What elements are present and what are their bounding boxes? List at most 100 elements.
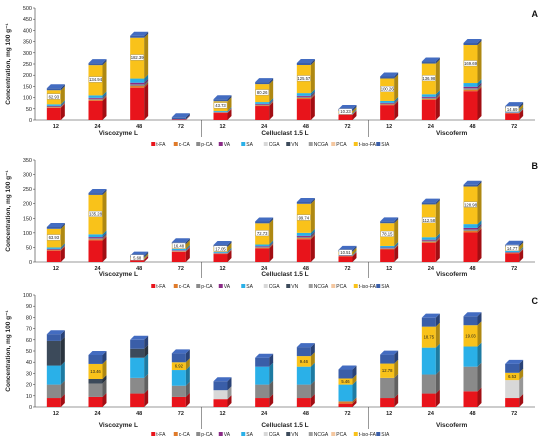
legend-swatch [196, 142, 201, 146]
bar-stack: 136.98 [421, 57, 440, 120]
bar-seg-p-ca-side [310, 92, 315, 98]
bar-seg-t-fa-side [185, 115, 190, 120]
hour-label: 12 [219, 411, 225, 417]
bar-seg-va-side [435, 235, 440, 241]
bar-stack: 19.03 [463, 312, 482, 407]
data-label: 5.46 [341, 379, 350, 384]
bar-seg-c-ca-side [60, 246, 65, 251]
bar-seg-t-fa [130, 87, 145, 120]
bar-seg-va [296, 235, 311, 237]
bar-seg-sia-side [435, 313, 440, 327]
bar-seg-p-ca-side [60, 102, 65, 108]
bar-cap-top [338, 104, 357, 109]
bar-seg-va [88, 237, 103, 239]
hour-label: 12 [53, 411, 59, 417]
bar-seg-sia [463, 316, 478, 326]
bar-cap-top [213, 377, 232, 382]
bar-seg-va-side [144, 255, 149, 260]
bar-seg-sa [296, 232, 311, 236]
bar-seg-sia [255, 221, 270, 224]
hour-label: 72 [178, 266, 184, 272]
bar-cap-top [46, 84, 65, 89]
bar-seg-va [88, 97, 103, 99]
bar-seg-c-ca [88, 239, 103, 241]
bar-seg-sa-side [269, 362, 274, 385]
bar-seg-sia [505, 363, 520, 373]
bar-seg-va [380, 102, 395, 104]
panel-a: 0 50 100 150 200 250 300 350 400 450 500 Concentrat… [5, 6, 539, 148]
data-label-box [213, 102, 228, 109]
bar-cap-top [296, 58, 315, 63]
bar-seg-sa [380, 245, 395, 248]
bar-seg-sa-side [102, 91, 107, 98]
bar-seg-t-fa [505, 398, 520, 407]
bar-seg-p-ca-side [435, 236, 440, 242]
y-tick-label: 90 [26, 304, 32, 310]
bar-seg-t-fa [255, 106, 270, 120]
bar-stack: 182.39 [130, 31, 149, 120]
bar-seg-t-fa-side [185, 247, 190, 262]
y-axis-title: Concentration, mg 100 g⁻¹ [5, 170, 12, 251]
bar-seg-t-iso-fa-side [144, 33, 149, 79]
bar-seg-t-fa-side [435, 238, 440, 262]
bar-seg-va [380, 247, 395, 249]
legend-swatch [218, 432, 223, 436]
bar-seg-t-fa-side [352, 252, 357, 262]
bar-seg-sa [380, 100, 395, 103]
bar-seg-sa [296, 366, 311, 385]
y-tick-label: 400 [23, 28, 32, 34]
bar-stack [46, 330, 65, 407]
bar-cap-top [463, 39, 482, 44]
data-label: 62.93 [49, 94, 60, 99]
hour-label: 72 [511, 266, 517, 272]
bar-seg-t-fa-side [144, 83, 149, 120]
data-label: 72.73 [257, 231, 268, 236]
data-label: 125.57 [297, 76, 310, 81]
bar-seg-t-fa [380, 105, 395, 120]
legend-entry: t-FA [156, 142, 166, 148]
bar-seg-t-iso-fa [380, 363, 395, 378]
bar-seg-t-fa-side [227, 109, 232, 120]
bar-seg-sa-side [435, 90, 440, 97]
bar-seg-sa [421, 94, 436, 97]
bar-seg-t-fa-side [477, 387, 482, 407]
bar-seg-t-iso-fa-side [60, 86, 65, 105]
bar-seg-sia [255, 82, 270, 85]
data-label-box [505, 245, 519, 251]
bar-stack: 9.46 [296, 343, 315, 407]
data-label-box [172, 242, 186, 249]
bar-seg-p-ca-side [60, 380, 65, 399]
y-tick-label: 50 [26, 349, 32, 355]
bar-seg-t-fa [130, 259, 145, 262]
bar-seg-p-ca-side [477, 84, 482, 90]
bar-seg-sa-side [310, 228, 315, 236]
bar-seg-t-iso-fa [88, 363, 103, 379]
bar-seg-sia [130, 35, 145, 38]
bar-seg-va-side [227, 107, 232, 113]
bar-stack: 134.94 [88, 59, 107, 120]
bar-seg-sia [463, 43, 478, 46]
bar-seg-p-ca [171, 250, 186, 252]
bar-seg-vn [46, 340, 61, 366]
y-tick-label: 0 [29, 260, 32, 266]
bar-cap-top [213, 240, 232, 245]
bar-seg-c-ca [463, 89, 478, 92]
bar-stack [213, 377, 232, 407]
bar-seg-sia-side [435, 57, 440, 64]
bar-stack: 14.77 [505, 240, 524, 262]
bar-seg-sia [213, 381, 228, 391]
legend-swatch [376, 432, 381, 436]
bar-seg-t-fa-side [435, 389, 440, 407]
bar-seg-va-side [435, 92, 440, 98]
hour-label: 48 [136, 266, 142, 272]
bar-seg-sia [130, 339, 145, 349]
bar-seg-p-ca-side [60, 245, 65, 251]
bar-seg-t-fa-side [60, 246, 65, 262]
legend-entry: p-CA [201, 142, 213, 148]
bar-seg-t-iso-fa [463, 325, 478, 347]
bar-cap-top [88, 189, 107, 194]
bar-seg-cga-side [227, 386, 232, 400]
data-label: 14.77 [507, 246, 518, 251]
hour-label: 12 [386, 411, 392, 417]
bar-seg-sia [380, 354, 395, 364]
